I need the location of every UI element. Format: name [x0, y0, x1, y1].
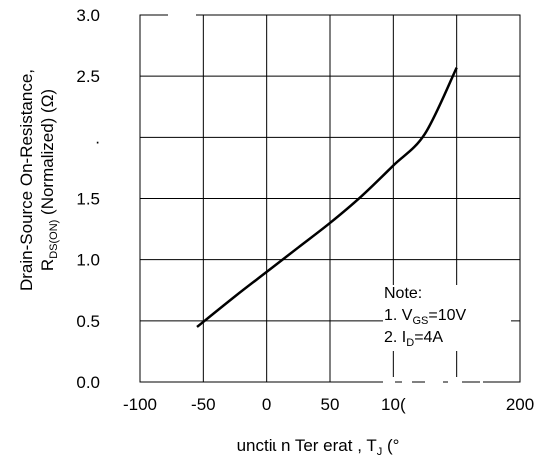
- frame-gap-bottom: [383, 377, 483, 386]
- x-tick-label: -100: [123, 395, 157, 414]
- x-tick-label: -50: [191, 395, 216, 414]
- occlusions: [168, 10, 511, 386]
- y-axis-label-line-2: RDS(ON) (Normalized) (Ω): [38, 89, 60, 271]
- note: Note: 1. VGS=10V 2. ID=4A: [384, 285, 467, 349]
- y-tick-label: 3.0: [76, 6, 100, 25]
- y-tick-label: 0.0: [76, 373, 100, 392]
- series: [196, 67, 458, 328]
- x-tick-label: 50: [321, 395, 340, 414]
- note-title: Note:: [384, 285, 422, 302]
- x-axis-label: unctiɩ n Ter erat , TJ (°: [237, 436, 400, 458]
- y-ticks: 0.0 0.5 1.0 1.5. 2.5 3.0: [76, 6, 100, 392]
- y-tick-label: 1.5: [76, 190, 100, 209]
- x-tick-label: 200: [506, 395, 534, 414]
- x-ticks: -100 -50 0 50 10( 200: [123, 395, 534, 414]
- series-line: [196, 67, 458, 328]
- x-tick-label: 10(: [381, 395, 406, 414]
- frame-gap-top: [168, 10, 196, 20]
- y-tick-label: .: [95, 128, 100, 147]
- note-line-1: 1. VGS=10V: [384, 307, 467, 327]
- y-tick-label: 2.5: [76, 67, 100, 86]
- y-tick-label: 0.5: [76, 312, 100, 331]
- note-line-2: 2. ID=4A: [384, 329, 443, 349]
- y-axis-label: Drain-Source On-Resistance, RDS(ON) (Nor…: [17, 69, 60, 291]
- note-background: [383, 285, 511, 351]
- x-tick-label: 0: [262, 395, 271, 414]
- y-tick-label: 1.0: [76, 251, 100, 270]
- y-axis-label-line-1: Drain-Source On-Resistance,: [17, 69, 36, 291]
